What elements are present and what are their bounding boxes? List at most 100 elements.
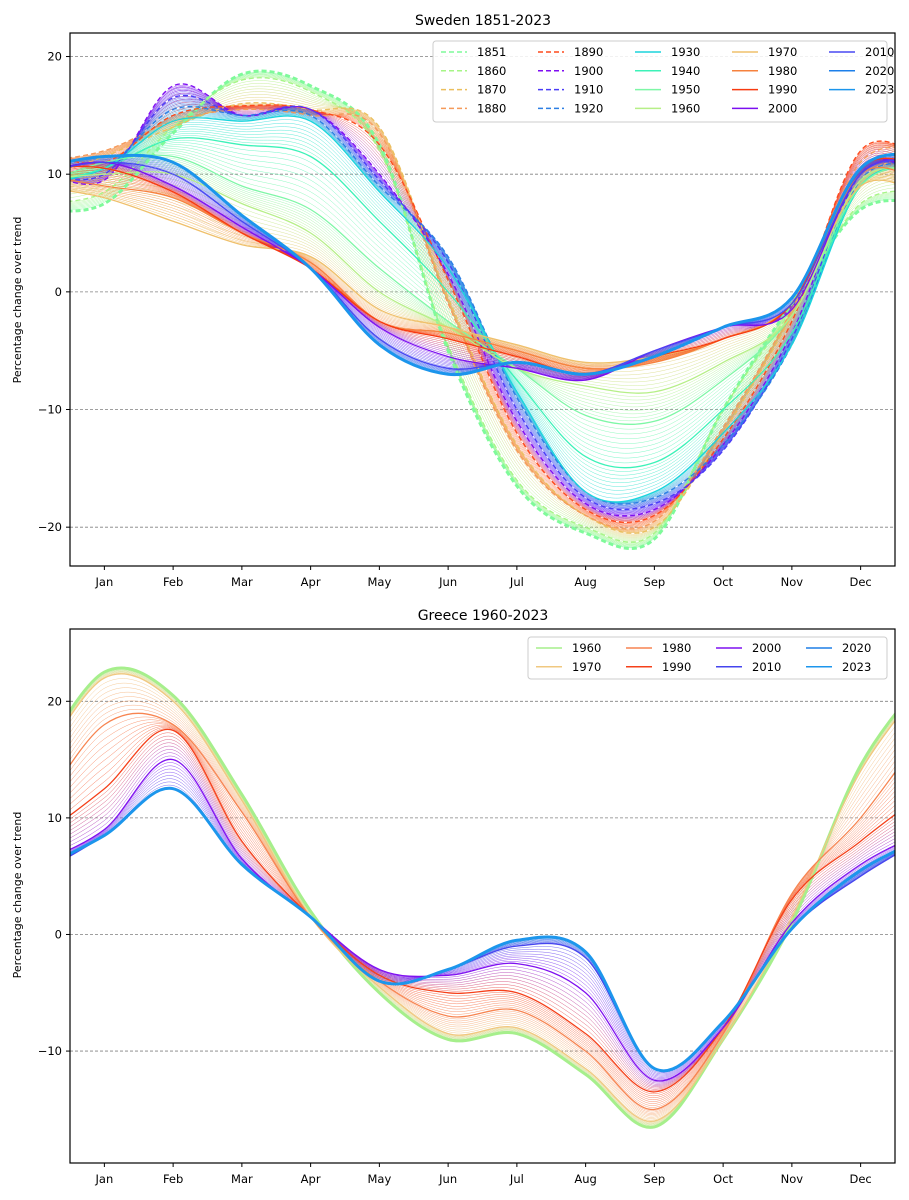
legend-label: 2010 — [865, 45, 894, 59]
series-line-2000 — [70, 159, 895, 382]
legend-label: 2023 — [865, 83, 894, 97]
series-line-1970 — [70, 673, 895, 1122]
greece-chart: Greece 1960-2023 Percentage change over … — [11, 608, 896, 1186]
legend-label: 2020 — [842, 641, 871, 655]
legend-entry: 1910 — [538, 83, 603, 97]
series-line-2010 — [70, 159, 895, 376]
interpolated-year-line — [70, 678, 895, 1121]
y-tick-label: 20 — [47, 694, 62, 708]
legend-entry: 1980 — [732, 64, 797, 78]
legend-label: 2020 — [865, 64, 894, 78]
legend-box — [527, 636, 888, 680]
x-tick-label: Apr — [301, 575, 321, 589]
legend-label: 1851 — [477, 45, 506, 59]
plot-frame — [69, 32, 896, 567]
series-line-2023 — [70, 152, 895, 377]
legend-entry: 1860 — [441, 64, 506, 78]
x-tick-label: Nov — [781, 575, 804, 589]
legend-label: 1910 — [574, 83, 603, 97]
interpolated-year-line — [70, 735, 895, 1090]
x-tick-label: Feb — [163, 1172, 183, 1186]
legend-entry: 1960 — [536, 641, 601, 655]
interpolated-year-line — [70, 86, 895, 517]
legend-entry: 1920 — [538, 101, 603, 115]
chart-title: Sweden 1851-2023 — [415, 13, 551, 29]
legend-label: 1990 — [768, 83, 797, 97]
series-line-1920 — [70, 105, 895, 505]
x-tick-label: Jul — [509, 575, 524, 589]
axis-ticks: −20 −10 0 10 20 Jan Feb Mar Apr May Jun Jul Aug Sep Oc… — [38, 50, 872, 589]
legend-entry: 1940 — [635, 64, 700, 78]
legend-entry: 2023 — [829, 83, 894, 97]
y-tick-label: 10 — [47, 811, 62, 825]
interpolated-year-line — [70, 691, 895, 1117]
interpolated-year-line — [70, 128, 895, 483]
interpolated-year-line — [70, 100, 895, 508]
series-line-1980 — [70, 712, 895, 1111]
legend-label: 1980 — [768, 64, 797, 78]
legend-entry: 2023 — [806, 660, 871, 674]
legend-entry: 2020 — [806, 641, 871, 655]
legend-label: 1950 — [671, 83, 700, 97]
x-tick-label: Sep — [644, 1172, 666, 1186]
y-tick-label: 0 — [55, 927, 62, 941]
legend-entry: 1990 — [626, 660, 691, 674]
x-tick-label: Mar — [231, 575, 253, 589]
legend-label: 1900 — [574, 64, 603, 78]
series-line-1940 — [70, 137, 895, 469]
series-line-1990 — [70, 728, 895, 1093]
legend-label: 1980 — [662, 641, 691, 655]
series-line-1960 — [70, 167, 895, 394]
legend-label: 1930 — [671, 45, 700, 59]
legend-entry: 1890 — [538, 45, 603, 59]
interpolated-year-line — [70, 749, 895, 1085]
legend-entry: 1851 — [441, 45, 506, 59]
x-tick-label: May — [367, 575, 391, 589]
legend-entry: 1960 — [635, 101, 700, 115]
legend-entry: 1880 — [441, 101, 506, 115]
series-line-1930 — [70, 115, 895, 503]
interpolated-year-line — [70, 105, 895, 524]
legend-entry: 1870 — [441, 83, 506, 97]
x-tick-label: Oct — [713, 1172, 733, 1186]
y-axis-label: Percentage change over trend — [11, 217, 24, 384]
interpolated-year-line — [70, 682, 895, 1119]
legend-label: 1890 — [574, 45, 603, 59]
x-tick-label: Jun — [438, 575, 457, 589]
legend-label: 1970 — [768, 45, 797, 59]
x-tick-label: Jan — [95, 575, 114, 589]
interpolated-year-line — [70, 671, 895, 1124]
x-tick-label: Aug — [574, 575, 596, 589]
y-tick-label: −10 — [38, 1044, 62, 1058]
series-line-1910 — [70, 94, 895, 511]
series-lines — [70, 69, 895, 550]
interpolated-year-line — [70, 726, 895, 1098]
legend-entry: 1980 — [626, 641, 691, 655]
legend: 1851 1860 1870 1880 1890 1900 1910 1920 1930 1940… — [432, 40, 894, 123]
y-tick-label: −10 — [38, 403, 62, 417]
grid-lines — [70, 700, 895, 1052]
series-line-1860 — [70, 77, 895, 543]
plot-frame — [69, 628, 896, 1164]
x-tick-label: Apr — [301, 1172, 321, 1186]
y-tick-label: 20 — [47, 50, 62, 64]
legend-entry: 1970 — [536, 660, 601, 674]
legend-label: 1970 — [572, 660, 601, 674]
interpolated-year-line — [70, 102, 895, 507]
legend-label: 2010 — [752, 660, 781, 674]
x-tick-label: Mar — [231, 1172, 253, 1186]
interpolated-year-line — [70, 98, 895, 520]
chart-title: Greece 1960-2023 — [418, 608, 549, 624]
x-tick-label: Sep — [644, 575, 666, 589]
legend-entry: 1990 — [732, 83, 797, 97]
legend-label: 1990 — [662, 660, 691, 674]
legend-label: 1920 — [574, 101, 603, 115]
interpolated-year-line — [70, 90, 895, 513]
legend-label: 2000 — [768, 101, 797, 115]
interpolated-year-line — [70, 723, 895, 1102]
legend-label: 1940 — [671, 64, 700, 78]
legend-entry: 2020 — [829, 64, 894, 78]
plot-area — [70, 629, 895, 1163]
legend: 1960 1970 1980 1990 2000 2010 2020 2023 — [527, 636, 888, 680]
